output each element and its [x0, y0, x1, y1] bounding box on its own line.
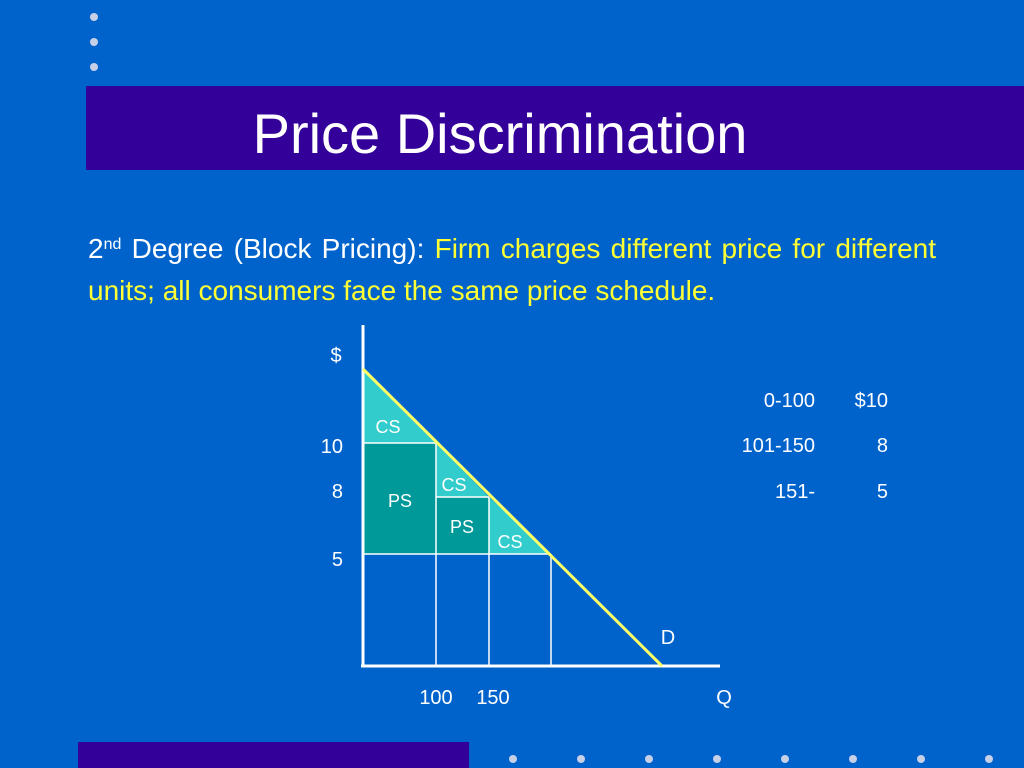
x-tick-150: 150: [476, 687, 509, 709]
decor-dot: [90, 13, 98, 21]
decor-dot: [90, 38, 98, 46]
schedule-range: 0-100: [764, 390, 815, 412]
ps-label-2: PS: [450, 517, 474, 537]
slide-title: Price Discrimination: [252, 102, 748, 165]
y-tick-10: 10: [321, 436, 343, 458]
schedule-price: $10: [855, 390, 888, 412]
ps-region-2: [436, 497, 489, 554]
body-lead: Degree (Block Pricing):: [121, 233, 435, 264]
decor-dot: [509, 755, 517, 763]
ordinal-suffix: nd: [103, 236, 122, 253]
ordinal-number: 2: [88, 233, 104, 264]
decor-dot: [577, 755, 585, 763]
cs-label-2: CS: [441, 475, 466, 495]
price-schedule: 0-100 $10 101-150 8 151- 5: [742, 390, 888, 503]
y-tick-5: 5: [332, 549, 343, 571]
body-text: 2nd Degree (Block Pricing): Firm charges…: [88, 228, 936, 312]
decor-dot: [713, 755, 721, 763]
decor-dot: [645, 755, 653, 763]
schedule-price: 5: [877, 481, 888, 503]
decor-dot: [781, 755, 789, 763]
ps-label-1: PS: [388, 491, 412, 511]
decor-dot: [849, 755, 857, 763]
cs-label-3: CS: [497, 532, 522, 552]
body-highlight: Firm charges different price for differe…: [88, 233, 936, 306]
x-tick-100: 100: [419, 687, 452, 709]
ps-region-1: [363, 443, 436, 554]
decor-dot: [985, 755, 993, 763]
y-axis-label: $: [330, 345, 341, 367]
title-bar: Price Discrimination: [86, 86, 1024, 170]
schedule-range: 101-150: [742, 435, 815, 457]
x-axis-label: Q: [716, 687, 732, 709]
demand-label: D: [661, 627, 675, 649]
schedule-range: 151-: [775, 481, 815, 503]
cs-label-1: CS: [375, 417, 400, 437]
decor-dot: [917, 755, 925, 763]
decor-dot: [90, 63, 98, 71]
schedule-price: 8: [877, 435, 888, 457]
demand-line: [361, 367, 664, 668]
bottom-bar: [78, 742, 469, 768]
y-tick-8: 8: [332, 481, 343, 503]
